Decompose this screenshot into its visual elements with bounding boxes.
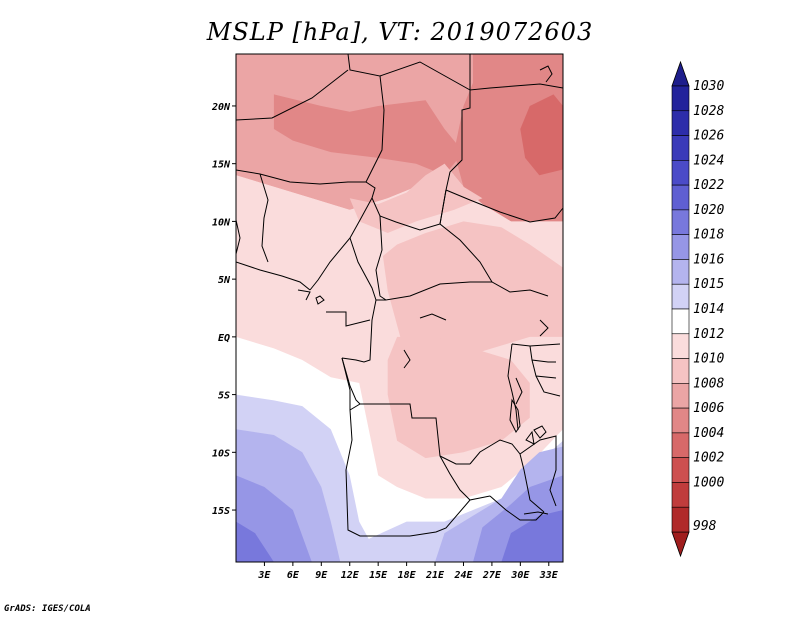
colorbar-swatch xyxy=(671,506,690,533)
latitude-axis: 20N 15N 10N 5N EQ 5S 10S 15S xyxy=(211,102,236,517)
lon-tick-label: 21E xyxy=(425,570,445,581)
lat-tick-label: 5N xyxy=(218,275,231,286)
colorbar-swatch xyxy=(671,110,690,136)
colorbar-swatch xyxy=(671,209,690,235)
lon-tick-label: 33E xyxy=(539,570,559,581)
field-region-sahel-1006 xyxy=(273,94,464,176)
colorbar-label: 1010 xyxy=(693,352,724,367)
colorbar-label: 1026 xyxy=(693,129,724,144)
colorbar-label: 1028 xyxy=(693,104,724,119)
colorbar-swatch xyxy=(671,135,690,161)
country-borders xyxy=(236,54,563,537)
field-region-ne-core-1004 xyxy=(520,94,563,176)
colorbar-label: 1006 xyxy=(693,401,724,416)
colorbar: 1030 1028 1026 1024 1022 1020 1018 1016 1015 1014… xyxy=(671,60,724,558)
colorbar-label: 1024 xyxy=(693,153,724,168)
colorbar-swatch xyxy=(671,457,690,483)
field-region-south-1020-east xyxy=(501,510,563,562)
lon-tick-label: 6E xyxy=(287,570,300,581)
lon-tick-label: 9E xyxy=(315,570,328,581)
colorbar-swatch xyxy=(671,308,690,335)
colorbar-swatch xyxy=(671,234,690,260)
colorbar-label: 1030 xyxy=(693,79,724,94)
lat-tick-label: 15S xyxy=(212,506,230,517)
chart-title: MSLP [hPa], VT: 2019072603 xyxy=(206,18,594,46)
colorbar-label: 1020 xyxy=(693,203,724,218)
pressure-field xyxy=(236,54,563,562)
lon-tick-label: 27E xyxy=(482,570,502,581)
colorbar-label: 1000 xyxy=(693,475,724,490)
lon-tick-label: 30E xyxy=(510,570,530,581)
colorbar-label: 1018 xyxy=(693,228,724,243)
field-region-cameroon-1010 xyxy=(349,163,483,233)
field-region-basin-1010 xyxy=(387,336,530,459)
colorbar-swatch xyxy=(671,259,690,285)
lon-tick-label: 3E xyxy=(257,570,271,581)
map-frame xyxy=(235,53,564,563)
lat-tick-label: 15N xyxy=(212,160,231,171)
colorbar-label: 1022 xyxy=(693,178,724,193)
lat-tick-label: 10N xyxy=(212,217,231,228)
colorbar-label: 1004 xyxy=(693,426,724,441)
colorbar-label: 998 xyxy=(693,519,717,534)
longitude-axis: 3E 6E 9E 12E 15E 18E 21E 24E 27E 30E 33E xyxy=(257,562,559,581)
colorbar-under-arrow xyxy=(671,531,690,558)
lat-tick-label: 20N xyxy=(211,102,231,113)
colorbar-swatch xyxy=(671,358,690,384)
lon-tick-label: 12E xyxy=(341,570,360,581)
colorbar-swatch xyxy=(671,283,690,310)
colorbar-swatch xyxy=(671,85,690,112)
colorbar-swatch xyxy=(671,160,690,186)
field-region-central-1010 xyxy=(382,221,563,372)
lat-tick-label: 10S xyxy=(212,448,230,459)
colorbar-swatch xyxy=(671,407,690,434)
lat-tick-label: EQ xyxy=(218,333,230,344)
colorbar-swatch xyxy=(671,184,690,211)
colorbar-swatch xyxy=(671,482,690,508)
colorbar-swatch xyxy=(671,333,690,359)
field-region-south-1020 xyxy=(236,521,274,562)
colorbar-label: 1016 xyxy=(693,252,724,267)
colorbar-swatch xyxy=(671,383,690,409)
lon-tick-label: 24E xyxy=(453,570,473,581)
lon-tick-label: 18E xyxy=(398,570,417,581)
lat-tick-label: 5S xyxy=(218,391,230,402)
colorbar-label: 1008 xyxy=(693,376,724,391)
field-region-ne-1006 xyxy=(454,54,563,245)
colorbar-label: 1015 xyxy=(693,277,724,292)
grads-credit: GrADS: IGES/COLA xyxy=(4,604,91,614)
colorbar-label: 1012 xyxy=(693,327,724,342)
colorbar-label: 1002 xyxy=(693,451,724,466)
colorbar-label: 1014 xyxy=(693,302,724,317)
lon-tick-label: 15E xyxy=(369,570,388,581)
colorbar-swatch xyxy=(671,432,690,458)
colorbar-over-arrow xyxy=(671,60,690,87)
